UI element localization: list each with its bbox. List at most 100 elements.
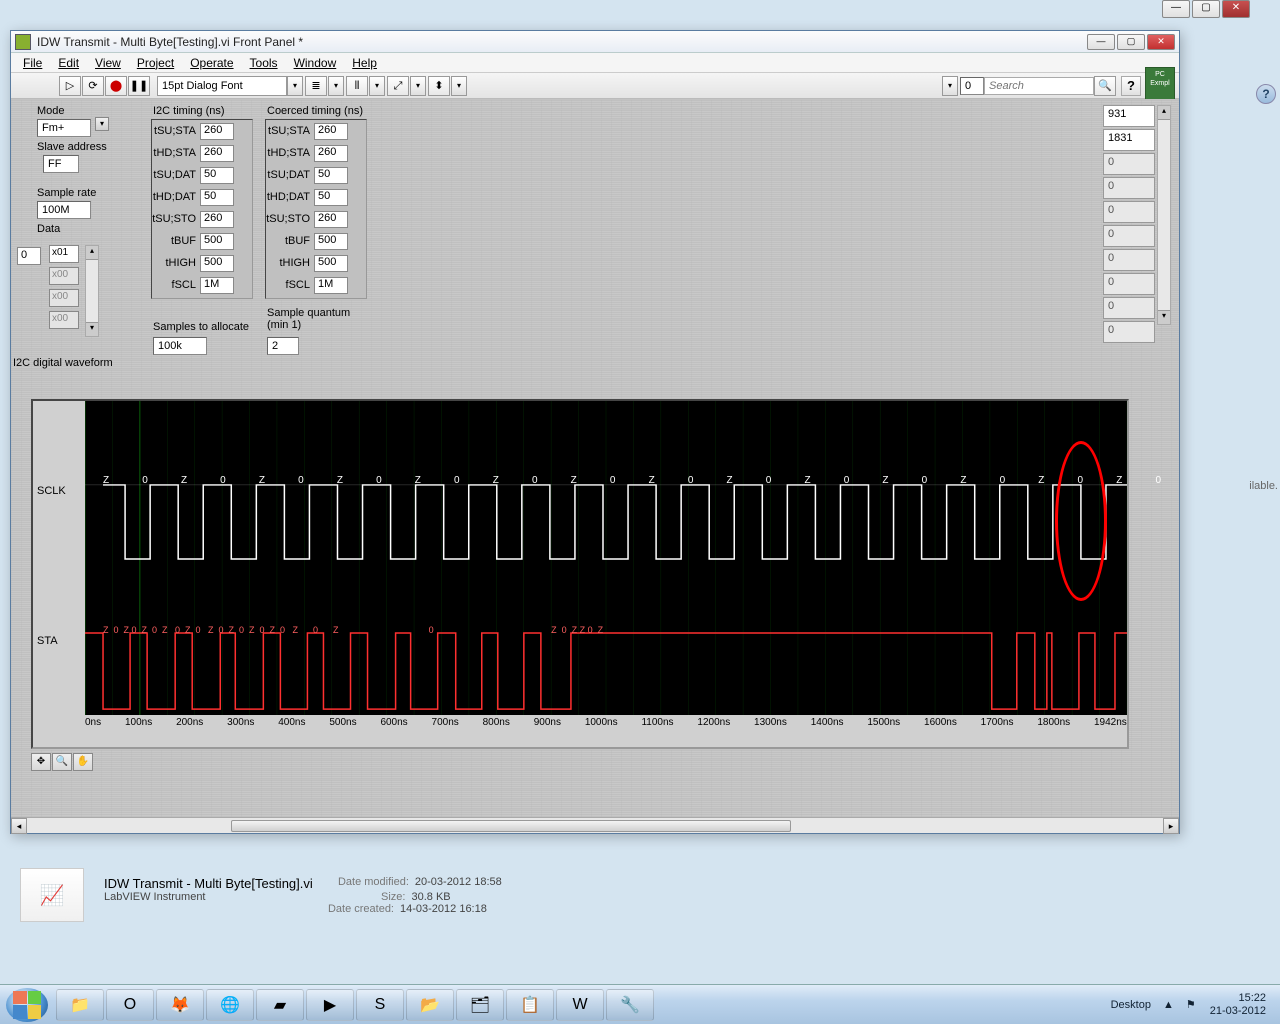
close-button[interactable]: ✕ bbox=[1147, 34, 1175, 50]
minimize-button[interactable]: — bbox=[1087, 34, 1115, 50]
mode-control[interactable]: Fm+ bbox=[37, 119, 91, 137]
menu-operate[interactable]: Operate bbox=[182, 54, 241, 72]
taskbar-app-icon[interactable]: ▶ bbox=[306, 989, 354, 1021]
toolbar-index[interactable] bbox=[960, 77, 984, 95]
scroll-thumb[interactable] bbox=[231, 820, 791, 832]
timing-value[interactable]: 260 bbox=[200, 211, 234, 228]
scroll-right-icon[interactable]: ▸ bbox=[1163, 818, 1179, 834]
timing-value[interactable]: 50 bbox=[200, 189, 234, 206]
menu-window[interactable]: Window bbox=[286, 54, 345, 72]
outer-close[interactable]: ✕ bbox=[1222, 0, 1250, 18]
taskbar-app-icon[interactable]: 📂 bbox=[406, 989, 454, 1021]
created-key: Date created: bbox=[304, 903, 394, 915]
timing-key: fSCL bbox=[266, 279, 314, 291]
samples-allocate-input[interactable]: 100k bbox=[153, 337, 207, 355]
reorder-button[interactable]: ⬍ bbox=[428, 76, 450, 96]
font-dropdown-icon[interactable]: ▾ bbox=[287, 76, 303, 96]
outer-minimize[interactable]: — bbox=[1162, 0, 1190, 18]
taskbar-app-icon[interactable]: 📋 bbox=[506, 989, 554, 1021]
timing-value[interactable]: 500 bbox=[200, 233, 234, 250]
align-button[interactable]: ≣ bbox=[305, 76, 327, 96]
context-help-button[interactable]: ? bbox=[1121, 76, 1141, 96]
horizontal-scrollbar[interactable]: ◂ ▸ bbox=[11, 817, 1179, 833]
taskbar-app-icon[interactable]: W bbox=[556, 989, 604, 1021]
run-continuous-button[interactable]: ⟳ bbox=[82, 76, 104, 96]
timing-value[interactable]: 260 bbox=[314, 211, 348, 228]
slave-address-label: Slave address bbox=[37, 141, 107, 153]
data-item[interactable]: x01 bbox=[49, 245, 79, 263]
window-title: IDW Transmit - Multi Byte[Testing].vi Fr… bbox=[37, 35, 1085, 49]
timing-value[interactable]: 1M bbox=[200, 277, 234, 294]
data-item[interactable]: x00 bbox=[49, 289, 79, 307]
abort-button[interactable]: ⬤ bbox=[105, 76, 127, 96]
taskbar-app-icon[interactable]: 🦊 bbox=[156, 989, 204, 1021]
timing-value[interactable]: 500 bbox=[200, 255, 234, 272]
data-scrollbar[interactable]: ▴▾ bbox=[85, 245, 99, 337]
labview-window: IDW Transmit - Multi Byte[Testing].vi Fr… bbox=[10, 30, 1180, 834]
data-item[interactable]: x00 bbox=[49, 267, 79, 285]
menu-edit[interactable]: Edit bbox=[50, 54, 87, 72]
search-icon[interactable]: 🔍 bbox=[1094, 76, 1116, 96]
resize-dd[interactable]: ▾ bbox=[410, 76, 426, 96]
outer-maximize[interactable]: ▢ bbox=[1192, 0, 1220, 18]
slave-address-input[interactable]: FF bbox=[43, 155, 79, 173]
help-orb-icon[interactable]: ? bbox=[1256, 84, 1276, 104]
mode-dropdown-icon[interactable]: ▾ bbox=[95, 117, 109, 131]
wave-tool-button[interactable]: ✥ bbox=[31, 753, 51, 771]
timing-value[interactable]: 500 bbox=[314, 255, 348, 272]
wave-tool-button[interactable]: 🔍 bbox=[52, 753, 72, 771]
menu-project[interactable]: Project bbox=[129, 54, 182, 72]
output-item: 0 bbox=[1103, 225, 1155, 247]
menu-tools[interactable]: Tools bbox=[242, 54, 286, 72]
scroll-left-icon[interactable]: ◂ bbox=[11, 818, 27, 834]
wave-tool-button[interactable]: ✋ bbox=[73, 753, 93, 771]
timing-value[interactable]: 260 bbox=[314, 145, 348, 162]
align-dd[interactable]: ▾ bbox=[328, 76, 344, 96]
clock[interactable]: 15:22 21-03-2012 bbox=[1210, 992, 1266, 1018]
taskbar-app-icon[interactable]: 🔧 bbox=[606, 989, 654, 1021]
annotation-ellipse bbox=[1055, 441, 1107, 601]
distribute-dd[interactable]: ▾ bbox=[369, 76, 385, 96]
menu-view[interactable]: View bbox=[87, 54, 129, 72]
run-button[interactable]: ▷ bbox=[59, 76, 81, 96]
taskbar-app-icon[interactable]: O bbox=[106, 989, 154, 1021]
taskbar-app-icon[interactable]: ▰ bbox=[256, 989, 304, 1021]
idx-dd[interactable]: ▾ bbox=[942, 76, 958, 96]
reorder-dd[interactable]: ▾ bbox=[451, 76, 467, 96]
waveform-graph[interactable]: SCLK STA Z 0 Z 0 Z 0 Z 0 Z 0 Z 0 Z 0 Z 0… bbox=[31, 399, 1129, 749]
menu-file[interactable]: File bbox=[15, 54, 50, 72]
show-desktop[interactable]: Desktop bbox=[1111, 999, 1151, 1011]
taskbar-app-icon[interactable]: 🗂 bbox=[456, 989, 504, 1021]
timing-value[interactable]: 260 bbox=[200, 123, 234, 140]
data-index[interactable]: 0 bbox=[17, 247, 41, 265]
timing-key: tHIGH bbox=[266, 257, 314, 269]
maximize-button[interactable]: ▢ bbox=[1117, 34, 1145, 50]
taskbar-app-icon[interactable]: 📁 bbox=[56, 989, 104, 1021]
menu-help[interactable]: Help bbox=[344, 54, 385, 72]
timing-value[interactable]: 500 bbox=[314, 233, 348, 250]
distribute-button[interactable]: ⫴ bbox=[346, 76, 368, 96]
timing-value[interactable]: 50 bbox=[200, 167, 234, 184]
sample-quantum-input[interactable]: 2 bbox=[267, 337, 299, 355]
timing-row: tSU;DAT50 bbox=[152, 164, 252, 186]
tray-flag-icon[interactable]: ⚑ bbox=[1186, 998, 1196, 1011]
start-button[interactable] bbox=[6, 988, 48, 1022]
timing-key: tHD;DAT bbox=[152, 191, 200, 203]
output-scrollbar[interactable]: ▴▾ bbox=[1157, 105, 1171, 325]
timing-value[interactable]: 260 bbox=[314, 123, 348, 140]
timing-value[interactable]: 50 bbox=[314, 167, 348, 184]
pause-button[interactable]: ❚❚ bbox=[128, 76, 150, 96]
data-item[interactable]: x00 bbox=[49, 311, 79, 329]
resize-button[interactable]: ⤢ bbox=[387, 76, 409, 96]
font-selector[interactable] bbox=[157, 76, 287, 96]
tray-up-icon[interactable]: ▲ bbox=[1163, 999, 1174, 1011]
timing-value[interactable]: 50 bbox=[314, 189, 348, 206]
timing-value[interactable]: 1M bbox=[314, 277, 348, 294]
taskbar-app-icon[interactable]: S bbox=[356, 989, 404, 1021]
timing-row: tBUF500 bbox=[266, 230, 366, 252]
timing-row: tHD;STA260 bbox=[152, 142, 252, 164]
timing-value[interactable]: 260 bbox=[200, 145, 234, 162]
taskbar-app-icon[interactable]: 🌐 bbox=[206, 989, 254, 1021]
search-input[interactable] bbox=[984, 77, 1094, 95]
sample-rate-input[interactable]: 100M bbox=[37, 201, 91, 219]
